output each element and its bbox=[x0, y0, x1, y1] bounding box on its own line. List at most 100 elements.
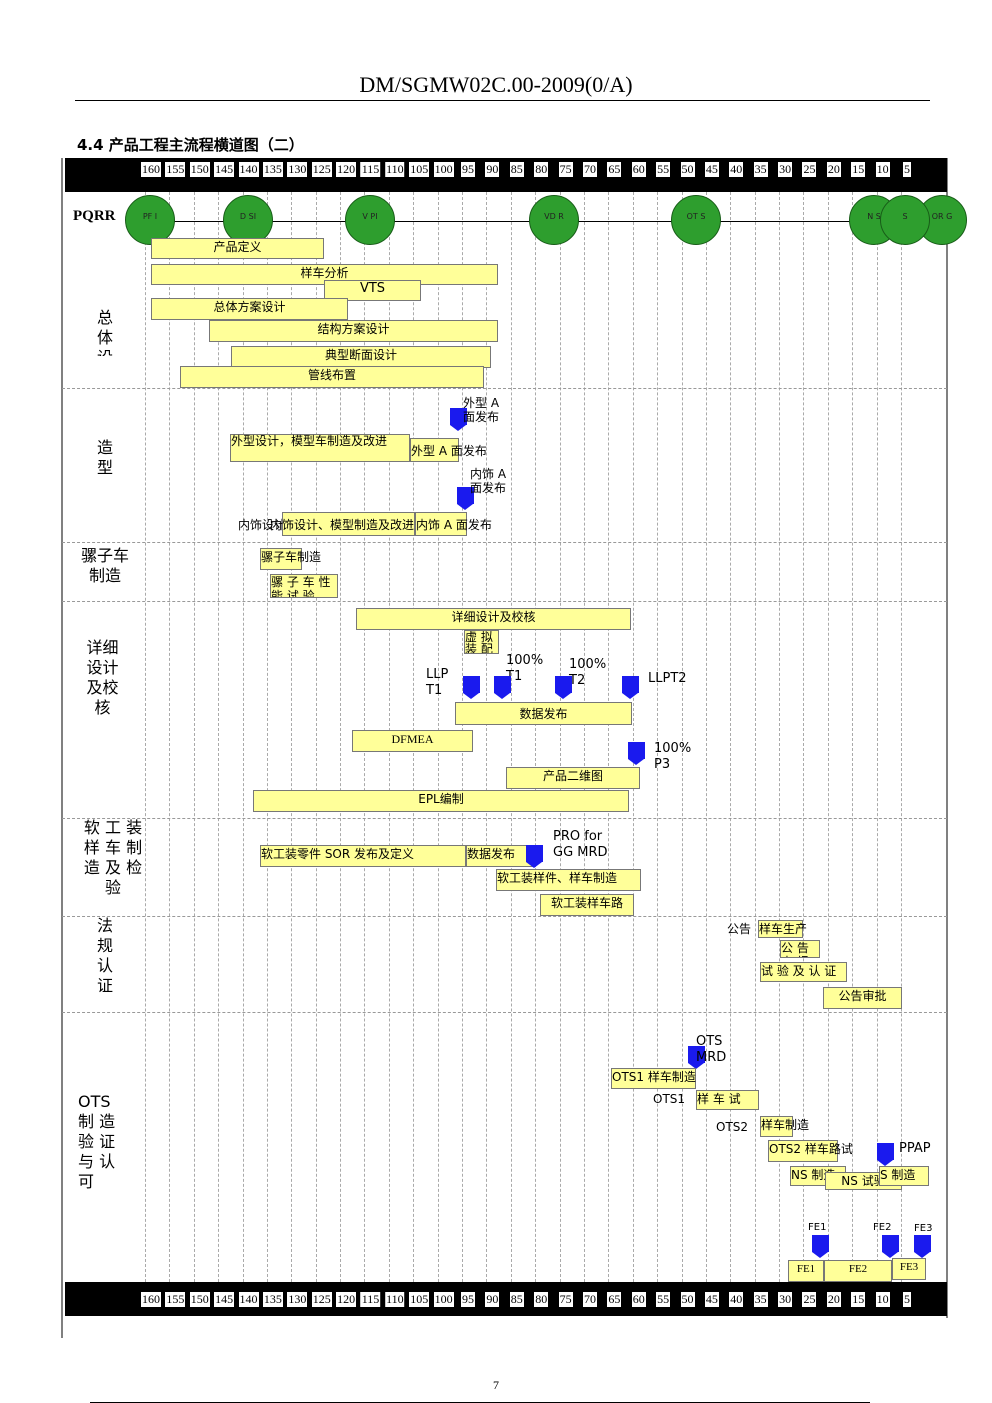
tick-label-bottom: 5 bbox=[903, 1292, 911, 1307]
tick-label-top: 30 bbox=[778, 162, 793, 177]
grid-line bbox=[657, 192, 659, 1282]
grid-line bbox=[705, 192, 707, 1282]
tick-label-top: 155 bbox=[165, 162, 186, 177]
grid-line bbox=[486, 192, 488, 1282]
bar-ots2-road: OTS2 样车路试 bbox=[768, 1140, 853, 1162]
tick-label-bottom: 135 bbox=[262, 1292, 283, 1307]
tick-label-top: 80 bbox=[534, 162, 549, 177]
tick-label-top: 100 bbox=[433, 162, 454, 177]
tick-label-bottom: 120 bbox=[336, 1292, 357, 1307]
tick-label-top: 75 bbox=[558, 162, 573, 177]
grid-line bbox=[340, 192, 342, 1282]
tick-label-bottom: 55 bbox=[656, 1292, 671, 1307]
label-ots-mrd: OTS MRD bbox=[696, 1034, 727, 1065]
tick-label-top: 130 bbox=[287, 162, 308, 177]
tick-label-bottom: 155 bbox=[165, 1292, 186, 1307]
row-divider bbox=[62, 916, 947, 917]
bar-test-cert: 试 验 及 认 证 bbox=[760, 962, 847, 982]
tick-label-top: 120 bbox=[336, 162, 357, 177]
gate-dsi: D SI bbox=[223, 195, 273, 245]
tick-label-top: 55 bbox=[656, 162, 671, 177]
label-ppap: PPAP bbox=[899, 1141, 931, 1156]
tick-label-top: 45 bbox=[704, 162, 719, 177]
bar-soft-tool-sor: 软工装零件 SOR 发布及定义 bbox=[260, 845, 466, 867]
bar-mule-build: 骡子车制造 bbox=[260, 548, 321, 570]
tick-label-top: 160 bbox=[141, 162, 161, 177]
tick-label-bottom: 45 bbox=[704, 1292, 719, 1307]
tick-label-top: 150 bbox=[189, 162, 210, 177]
bar-vts: VTS bbox=[324, 280, 421, 301]
tick-label-top: 145 bbox=[214, 162, 235, 177]
tick-label-bottom: 115 bbox=[360, 1292, 381, 1307]
tick-label-bottom: 50 bbox=[680, 1292, 695, 1307]
bar-soft-tool-build: 软工装样件、样车制造 bbox=[496, 869, 641, 891]
tick-label-bottom: 125 bbox=[311, 1292, 332, 1307]
bar-product-2d: 产品二维图 bbox=[506, 767, 640, 789]
pqrr-label: PQRR bbox=[73, 208, 116, 224]
label-p3: 100% P3 bbox=[654, 741, 692, 772]
milestone-fe3-icon bbox=[914, 1235, 931, 1258]
tick-label-bottom: 105 bbox=[409, 1292, 430, 1307]
bar-ots1-build: OTS1 样车制造 bbox=[611, 1068, 696, 1089]
grid-line bbox=[218, 192, 220, 1282]
grid-line bbox=[632, 192, 634, 1282]
milestone-ots-mrd-icon bbox=[688, 1046, 705, 1069]
grid-line bbox=[852, 192, 854, 1282]
bar-soft-tool-data: 数据发布 bbox=[466, 845, 536, 867]
grid-line bbox=[242, 192, 244, 1282]
category-soft-tool: 软 工 装 样 车 制 造 及 检 验 bbox=[83, 818, 143, 897]
label-t2: 100% T2 bbox=[569, 657, 607, 688]
milestone-fe1-icon bbox=[812, 1235, 829, 1258]
row-divider bbox=[62, 818, 947, 819]
grid-line bbox=[803, 192, 805, 1282]
tick-label-top: 15 bbox=[851, 162, 866, 177]
tick-label-bottom: 75 bbox=[558, 1292, 573, 1307]
category-mule: 骡子车 制造 bbox=[80, 546, 129, 585]
header-rule bbox=[75, 100, 930, 101]
grid-line bbox=[291, 192, 293, 1282]
label-ots2-prefix: OTS2 bbox=[716, 1120, 749, 1134]
bar-section-design: 典型断面设计 bbox=[231, 346, 491, 368]
grid-line bbox=[583, 192, 585, 1282]
bar-fe3: FE3 bbox=[892, 1258, 926, 1280]
label-fe1: FE1 bbox=[808, 1222, 827, 1233]
bar-detail-design: 详细设计及校核 bbox=[356, 608, 631, 630]
time-scale-bottom bbox=[65, 1282, 947, 1316]
label-t1: 100% T1 bbox=[506, 653, 544, 684]
tick-label-top: 10 bbox=[875, 162, 890, 177]
tick-label-bottom: 15 bbox=[851, 1292, 866, 1307]
bar-interior-release: 内饰 A 面发布 bbox=[415, 512, 492, 536]
tick-label-top: 20 bbox=[826, 162, 841, 177]
category-ots: OTS 制 造 验 证 与 认 可 bbox=[78, 1092, 116, 1191]
tick-label-top: 25 bbox=[802, 162, 817, 177]
bar-ots2-build: 样车制造 bbox=[760, 1116, 809, 1137]
bar-fe2: FE2 bbox=[824, 1260, 892, 1282]
grid-line bbox=[559, 192, 561, 1282]
tick-label-bottom: 160 bbox=[141, 1292, 161, 1307]
tick-label-bottom: 140 bbox=[238, 1292, 259, 1307]
grid-line bbox=[169, 192, 171, 1282]
bar-interior-design: 内饰设计、模型制造及改进 bbox=[270, 512, 415, 536]
bar-notice-build: 样车生产 bbox=[758, 920, 808, 938]
tick-label-top: 90 bbox=[485, 162, 500, 177]
grid-line bbox=[754, 192, 756, 1282]
row-divider bbox=[62, 388, 947, 389]
tick-label-bottom: 65 bbox=[607, 1292, 622, 1307]
tick-label-bottom: 95 bbox=[461, 1292, 476, 1307]
tick-label-top: 5 bbox=[903, 162, 911, 177]
tick-label-top: 35 bbox=[753, 162, 768, 177]
bar-dfmea: DFMEA bbox=[352, 730, 473, 752]
label-exterior-a: 外型 A 面发布 bbox=[463, 396, 500, 424]
label-interior-a: 内饰 A 面发布 bbox=[470, 467, 507, 495]
tick-label-bottom: 20 bbox=[826, 1292, 841, 1307]
bar-product-definition: 产品定义 bbox=[151, 238, 324, 259]
bar-soft-tool-road: 软工装样车路 bbox=[540, 894, 634, 916]
gate-s: S bbox=[880, 195, 930, 245]
grid-line bbox=[681, 192, 683, 1282]
category-overall: 总 体 设 bbox=[96, 308, 113, 356]
grid-line bbox=[876, 192, 878, 1282]
milestone-p3-icon bbox=[628, 742, 645, 765]
bar-exterior-design: 外型设计，模型车制造及改进 bbox=[230, 434, 410, 462]
milestone-llpt2-icon bbox=[622, 676, 639, 699]
bar-ns-build: NS 制造 bbox=[790, 1166, 846, 1186]
